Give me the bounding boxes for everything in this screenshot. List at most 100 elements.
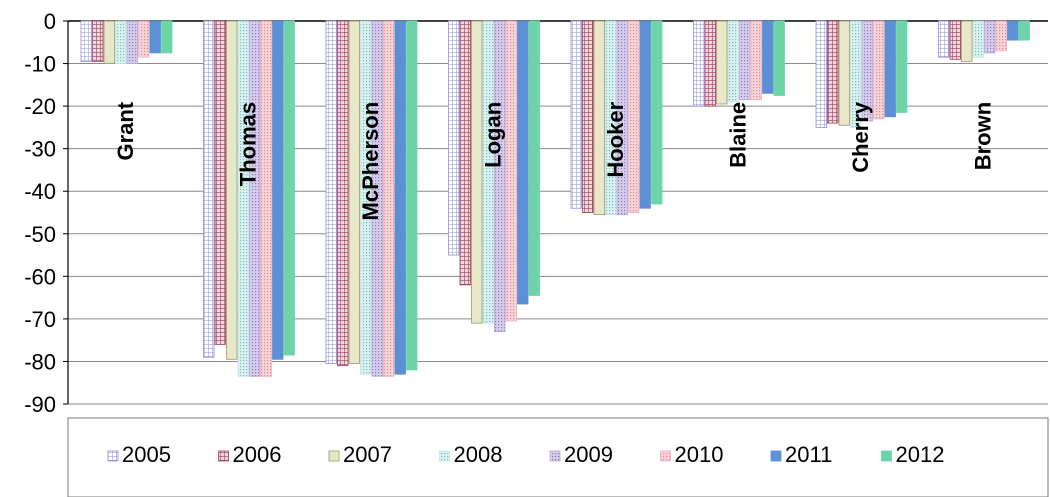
category-label: Grant (113, 101, 138, 160)
bar-2011-logan (517, 20, 529, 305)
category-label: Cherry (848, 101, 873, 173)
bar-2006-grant (92, 20, 104, 62)
bar-2010-logan (505, 20, 517, 322)
bar-2012-mcpherson (406, 20, 418, 371)
bar-2005-thomas (203, 20, 215, 358)
bar-2005-grant (80, 20, 92, 62)
bar-2008-mcpherson (360, 20, 372, 375)
bar-2010-grant (138, 20, 150, 58)
legend-swatch (770, 450, 782, 462)
bar-2010-brown (995, 20, 1007, 52)
bar-2012-hooker (651, 20, 663, 205)
bar-2006-logan (459, 20, 471, 286)
bar-2010-hooker (628, 20, 640, 213)
legend-label: 2011 (785, 442, 832, 467)
legend-swatch (549, 450, 561, 462)
bar-2012-logan (528, 20, 540, 296)
y-tick-label: -60 (24, 264, 56, 289)
bar-2007-thomas (226, 20, 238, 360)
bar-2005-hooker (570, 20, 582, 209)
legend-swatch (107, 450, 119, 462)
bar-2006-blaine (704, 20, 716, 107)
y-tick-label: 0 (44, 9, 56, 34)
legend-swatch (328, 450, 340, 462)
bar-2005-brown (938, 20, 950, 58)
bar-2006-cherry (827, 20, 839, 124)
bar-2012-grant (161, 20, 173, 54)
bar-2008-hooker (605, 20, 617, 216)
legend-label: 2008 (454, 442, 503, 467)
y-tick-label: -70 (24, 307, 56, 332)
category-label: Thomas (235, 102, 260, 186)
bar-2007-grant (103, 20, 115, 64)
bar-2006-thomas (214, 20, 226, 345)
y-tick-label: -90 (24, 392, 56, 417)
bar-2009-cherry (861, 20, 873, 122)
bar-2011-hooker (639, 20, 651, 209)
bar-2011-thomas (272, 20, 284, 360)
bar-2011-brown (1007, 20, 1019, 41)
bar-2011-blaine (762, 20, 774, 94)
bar-2009-thomas (249, 20, 261, 377)
bar-2009-brown (984, 20, 996, 54)
category-label: Brown (970, 102, 995, 170)
bar-2008-cherry (850, 20, 862, 128)
bar-2008-blaine (727, 20, 739, 103)
bar-2008-grant (115, 20, 127, 64)
bar-2009-blaine (739, 20, 751, 101)
legend-swatch (439, 450, 450, 462)
legend: 2005 2006 2007 2008 2009 2010 2011 2012 (67, 417, 1049, 497)
y-tick-label: -80 (24, 349, 56, 374)
bar-2012-thomas (283, 20, 295, 356)
bar-2006-mcpherson (337, 20, 349, 367)
bar-2011-cherry (884, 20, 896, 118)
bar-2012-blaine (773, 20, 785, 96)
legend-label: 2010 (675, 442, 724, 467)
bar-2012-brown (1018, 20, 1030, 41)
bar-2007-mcpherson (348, 20, 360, 364)
bar-2010-mcpherson (383, 20, 395, 377)
bar-2011-grant (149, 20, 161, 54)
y-tick-label: -40 (24, 179, 56, 204)
bar-2010-cherry (873, 20, 885, 120)
category-label: Blaine (725, 102, 750, 168)
bar-2005-blaine (693, 20, 705, 107)
y-tick-label: -10 (24, 52, 56, 77)
legend-label: 2005 (122, 442, 171, 467)
category-label: Logan (480, 102, 505, 168)
category-labels: Grant Thomas McPherson Logan Hooker Blaine Che… (113, 101, 996, 220)
bar-2005-mcpherson (325, 20, 337, 364)
bar-2008-logan (482, 20, 494, 324)
bar-2012-cherry (896, 20, 908, 113)
legend-swatch (660, 450, 671, 462)
bar-2007-blaine (716, 20, 728, 105)
bar-2009-hooker (616, 20, 628, 216)
bars (80, 20, 1030, 377)
legend-swatch (881, 450, 892, 462)
y-tick-label: -50 (24, 222, 56, 247)
legend-label: 2012 (896, 442, 945, 467)
y-tick-label: -20 (24, 94, 56, 119)
bar-2006-brown (949, 20, 961, 60)
bar-2007-logan (471, 20, 483, 324)
bar-2009-logan (494, 20, 506, 333)
bar-2007-hooker (593, 20, 605, 216)
bar-2010-thomas (260, 20, 272, 377)
bar-2005-cherry (815, 20, 827, 128)
bar-2010-blaine (750, 20, 762, 101)
y-tick-label: -30 (24, 137, 56, 162)
category-label: McPherson (358, 102, 383, 221)
bar-2007-brown (961, 20, 973, 62)
bar-2007-cherry (838, 20, 850, 126)
bar-2009-mcpherson (371, 20, 383, 377)
legend-label: 2006 (233, 442, 282, 467)
bar-2006-hooker (582, 20, 594, 213)
legend-swatch (218, 450, 229, 462)
bar-2005-logan (448, 20, 460, 256)
legend-label: 2009 (564, 442, 613, 467)
legend-label: 2007 (343, 442, 392, 467)
bar-2008-thomas (237, 20, 249, 377)
bar-2008-brown (972, 20, 984, 58)
category-label: Hooker (603, 101, 628, 177)
